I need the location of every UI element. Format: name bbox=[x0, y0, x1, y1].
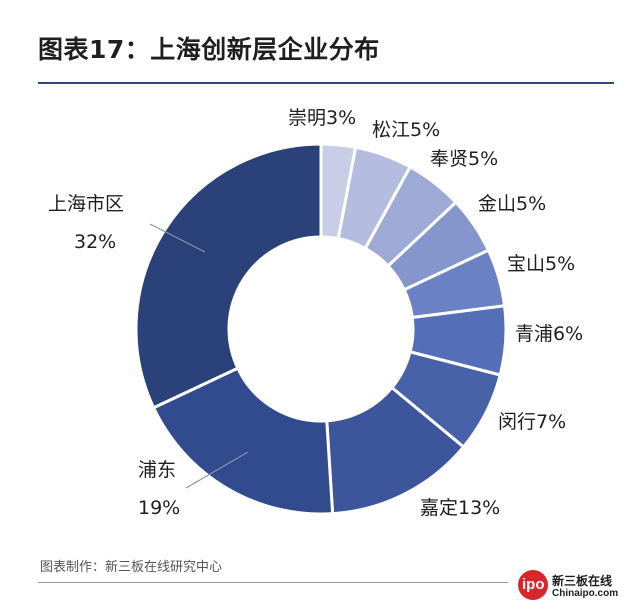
slice-浦东 bbox=[151, 366, 335, 516]
slice-label-浦东-1: 19% bbox=[138, 497, 180, 519]
logo-domain: Chinaipo.com bbox=[552, 588, 619, 599]
slice-label-青浦: 青浦6% bbox=[515, 323, 583, 345]
slice-label-浦东-0: 浦东 bbox=[138, 459, 176, 481]
leader-line-上海市区 bbox=[149, 223, 206, 253]
title-underline bbox=[38, 82, 614, 84]
slice-label-松江: 松江5% bbox=[372, 119, 440, 141]
logo-name: 新三板在线 bbox=[552, 574, 613, 588]
slice-label-金山: 金山5% bbox=[478, 193, 546, 215]
footer-divider bbox=[38, 582, 508, 583]
logo-circle-icon: ipo bbox=[518, 570, 548, 600]
chart-title: 图表17：上海创新层企业分布 bbox=[38, 35, 380, 64]
slice-label-闵行: 闵行7% bbox=[498, 411, 566, 433]
slice-label-上海市区-1: 32% bbox=[74, 231, 116, 253]
slice-label-奉贤: 奉贤5% bbox=[430, 148, 498, 170]
donut-chart: 崇明3% 松江5% 奉贤5% 金山5% 宝山5% 青浦6% 闵行7% 嘉定13% 浦东 19% 上海… bbox=[48, 107, 583, 519]
slice-上海市区 bbox=[134, 142, 323, 410]
source-note: 图表制作：新三板在线研究中心 bbox=[40, 560, 223, 575]
slice-label-宝山: 宝山5% bbox=[507, 253, 575, 275]
slice-label-嘉定: 嘉定13% bbox=[420, 497, 500, 519]
logo: ipo 新三板在线 Chinaipo.com bbox=[518, 568, 630, 608]
logo-circle-text: ipo bbox=[522, 576, 545, 593]
slice-label-崇明: 崇明3% bbox=[288, 107, 356, 129]
slice-label-上海市区-0: 上海市区 bbox=[48, 193, 124, 215]
leader-line-浦东 bbox=[185, 451, 249, 489]
